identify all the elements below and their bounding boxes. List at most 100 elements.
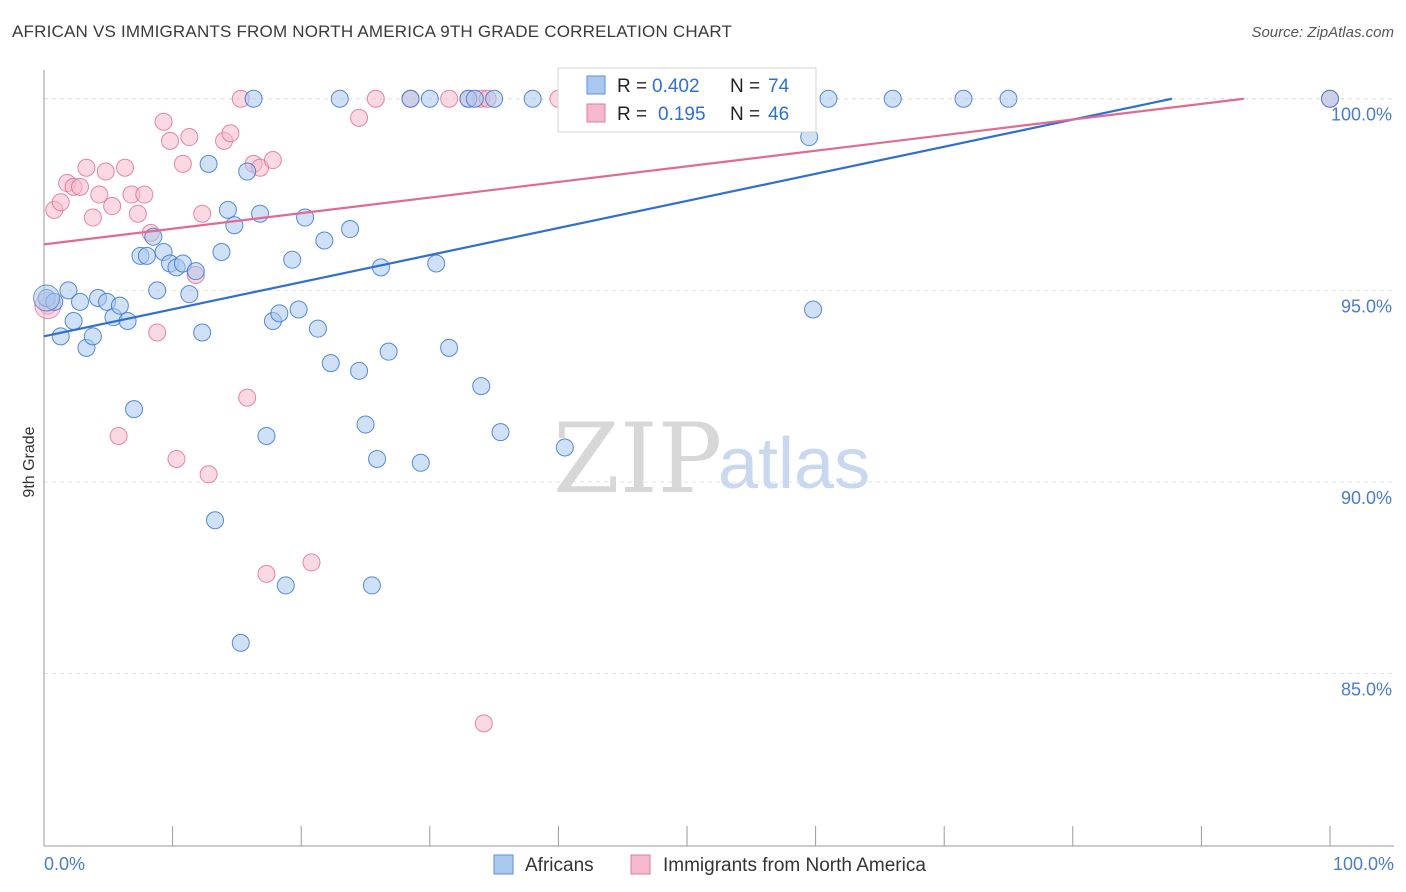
data-point: [472, 377, 491, 396]
data-point: [135, 185, 154, 204]
x-tick-label-min: 0.0%: [44, 854, 85, 874]
bottom-legend-swatch-immigrants: [630, 854, 651, 875]
data-point: [83, 208, 102, 227]
trend-line-africans: [43, 97, 1173, 338]
data-point: [401, 89, 420, 108]
data-point: [71, 177, 90, 196]
data-point: [103, 197, 122, 216]
series-africans-points: [33, 89, 1339, 652]
y-tick-label: 90.0%: [1341, 488, 1392, 508]
data-point: [238, 162, 257, 181]
data-point: [154, 112, 173, 131]
chart-source: Source: ZipAtlas.com: [1251, 24, 1394, 41]
data-point: [485, 89, 504, 108]
legend-swatch-africans: [586, 75, 606, 95]
data-point: [193, 323, 212, 342]
data-point: [491, 423, 510, 442]
y-tick-label: 95.0%: [1341, 296, 1392, 316]
data-point: [109, 426, 128, 445]
data-point: [148, 323, 167, 342]
legend-r-key-immigrants: R =: [617, 104, 647, 125]
data-point: [362, 576, 381, 595]
legend-swatch-immigrants: [586, 103, 606, 123]
data-point: [128, 204, 147, 223]
trend-line-immigrants: [43, 97, 1244, 246]
legend-n-key-immigrants: N =: [730, 104, 760, 125]
data-point: [270, 304, 289, 323]
data-point: [474, 714, 493, 733]
legend-r-key-africans: R =: [617, 76, 647, 97]
data-point: [180, 128, 199, 147]
data-point: [330, 89, 349, 108]
data-point: [465, 89, 484, 108]
data-point: [819, 89, 838, 108]
data-point: [116, 158, 135, 177]
data-point: [225, 216, 244, 235]
data-point: [231, 633, 250, 652]
data-point: [308, 319, 327, 338]
data-point: [804, 300, 823, 319]
data-point: [350, 108, 369, 127]
y-axis-title: 9th Grade: [21, 426, 38, 497]
data-point: [148, 281, 167, 300]
data-point: [125, 400, 144, 419]
data-point: [341, 220, 360, 239]
data-point: [206, 511, 225, 530]
legend-r-value-immigrants: 0.195: [658, 104, 706, 125]
data-point: [59, 281, 78, 300]
data-point: [83, 327, 102, 346]
chart-title: AFRICAN VS IMMIGRANTS FROM NORTH AMERICA…: [12, 22, 733, 41]
data-point: [257, 564, 276, 583]
data-point: [523, 89, 542, 108]
series-legend: Africans Immigrants from North America: [493, 854, 926, 876]
data-point: [51, 193, 70, 212]
data-point: [199, 465, 218, 484]
legend-n-key-africans: N =: [730, 76, 760, 97]
data-point: [420, 89, 439, 108]
data-point: [51, 327, 70, 346]
data-point: [71, 292, 90, 311]
data-point: [64, 312, 83, 331]
data-point: [883, 89, 902, 108]
legend-r-value-africans: 0.402: [652, 76, 700, 97]
bottom-legend-label-immigrants: Immigrants from North America: [663, 855, 926, 876]
data-point: [167, 449, 186, 468]
legend-n-value-immigrants: 46: [768, 104, 789, 125]
data-point: [321, 354, 340, 373]
data-point: [379, 342, 398, 361]
x-tick-label-max: 100.0%: [1333, 854, 1394, 874]
data-point: [263, 151, 282, 170]
data-point: [110, 296, 129, 315]
data-point: [368, 449, 387, 468]
x-axis-ticks: [43, 826, 1331, 846]
data-point: [289, 300, 308, 319]
data-point: [77, 158, 96, 177]
data-point: [173, 154, 192, 173]
data-point: [180, 285, 199, 304]
data-point: [186, 262, 205, 281]
data-point: [999, 89, 1018, 108]
data-point: [193, 204, 212, 223]
bottom-legend-swatch-africans: [493, 854, 514, 875]
y-tick-label: 100.0%: [1331, 105, 1392, 125]
data-point: [221, 124, 240, 143]
data-point: [276, 576, 295, 595]
data-point: [96, 162, 115, 181]
data-point: [356, 415, 375, 434]
bottom-legend-label-africans: Africans: [525, 855, 594, 876]
data-point: [411, 453, 430, 472]
data-point: [244, 89, 263, 108]
legend-n-value-africans: 74: [768, 76, 790, 97]
y-axis-tick-labels: 85.0% 90.0% 95.0% 100.0%: [1331, 105, 1392, 700]
data-point: [440, 338, 459, 357]
data-point: [199, 154, 218, 173]
data-point: [218, 200, 237, 219]
data-point: [555, 438, 574, 457]
data-point: [90, 185, 109, 204]
y-tick-label: 85.0%: [1341, 680, 1392, 700]
data-point: [440, 89, 459, 108]
data-point: [315, 231, 334, 250]
data-point: [302, 553, 321, 572]
data-point: [257, 426, 276, 445]
